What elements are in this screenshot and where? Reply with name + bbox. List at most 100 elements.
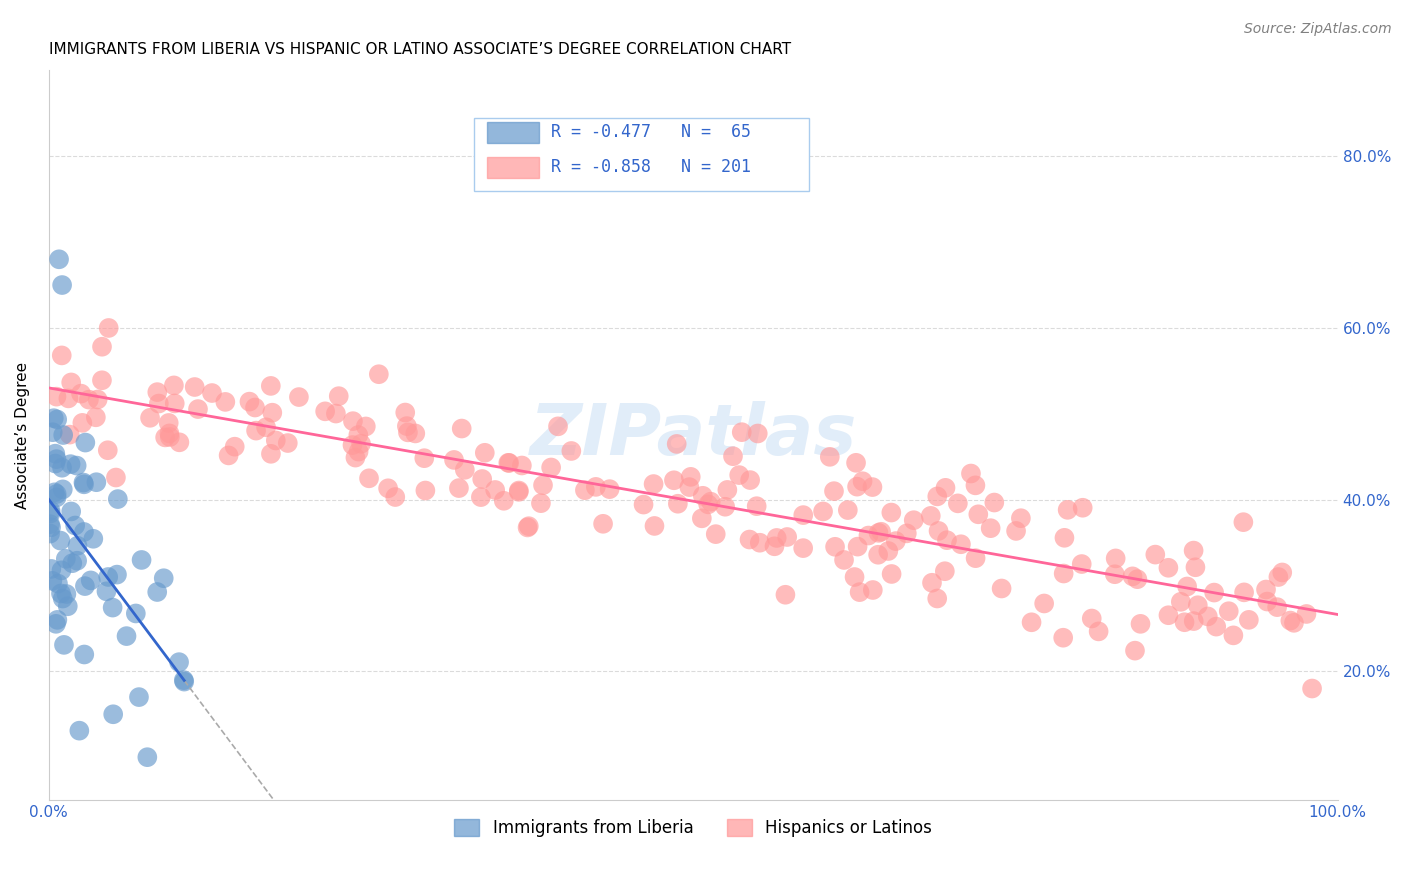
Immigrants from Liberia bbox=[46, 613, 69, 627]
Hispanics or Latinos bbox=[679, 470, 702, 484]
Hispanics or Latinos bbox=[949, 537, 972, 551]
Hispanics or Latinos bbox=[443, 453, 465, 467]
Hispanics or Latinos bbox=[862, 480, 884, 494]
Hispanics or Latinos bbox=[934, 564, 956, 578]
Hispanics or Latinos bbox=[1205, 619, 1227, 633]
Hispanics or Latinos bbox=[243, 401, 266, 415]
Hispanics or Latinos bbox=[104, 470, 127, 484]
Hispanics or Latinos bbox=[471, 472, 494, 486]
Hispanics or Latinos bbox=[498, 456, 520, 470]
Immigrants from Liberia bbox=[167, 655, 190, 669]
Legend: Immigrants from Liberia, Hispanics or Latinos: Immigrants from Liberia, Hispanics or La… bbox=[447, 813, 939, 844]
Hispanics or Latinos bbox=[153, 430, 176, 444]
Hispanics or Latinos bbox=[415, 483, 437, 498]
Hispanics or Latinos bbox=[1056, 503, 1078, 517]
Immigrants from Liberia bbox=[44, 457, 66, 471]
Hispanics or Latinos bbox=[347, 444, 370, 458]
Hispanics or Latinos bbox=[484, 483, 506, 497]
Hispanics or Latinos bbox=[731, 425, 754, 439]
Hispanics or Latinos bbox=[377, 481, 399, 495]
Immigrants from Liberia bbox=[173, 674, 195, 689]
Hispanics or Latinos bbox=[531, 478, 554, 492]
Hispanics or Latinos bbox=[1170, 595, 1192, 609]
Hispanics or Latinos bbox=[86, 392, 108, 407]
Hispanics or Latinos bbox=[965, 551, 987, 566]
Hispanics or Latinos bbox=[851, 474, 873, 488]
Hispanics or Latinos bbox=[776, 530, 799, 544]
Immigrants from Liberia bbox=[66, 458, 89, 473]
Immigrants from Liberia bbox=[52, 483, 75, 497]
Immigrants from Liberia bbox=[105, 567, 128, 582]
Immigrants from Liberia bbox=[51, 563, 73, 577]
Text: ZIPatlas: ZIPatlas bbox=[530, 401, 856, 470]
Immigrants from Liberia bbox=[51, 460, 73, 475]
Hispanics or Latinos bbox=[1005, 524, 1028, 538]
Hispanics or Latinos bbox=[201, 386, 224, 401]
Hispanics or Latinos bbox=[508, 484, 530, 499]
Hispanics or Latinos bbox=[960, 467, 983, 481]
Immigrants from Liberia bbox=[115, 629, 138, 643]
Immigrants from Liberia bbox=[72, 475, 94, 490]
Hispanics or Latinos bbox=[792, 508, 814, 522]
Immigrants from Liberia bbox=[48, 252, 70, 267]
Hispanics or Latinos bbox=[848, 585, 870, 599]
Immigrants from Liberia bbox=[60, 504, 83, 518]
Hispanics or Latinos bbox=[823, 484, 845, 499]
Hispanics or Latinos bbox=[396, 425, 419, 440]
Hispanics or Latinos bbox=[574, 483, 596, 498]
Hispanics or Latinos bbox=[163, 396, 186, 410]
Hispanics or Latinos bbox=[1271, 566, 1294, 580]
Hispanics or Latinos bbox=[1184, 560, 1206, 574]
Immigrants from Liberia bbox=[125, 607, 148, 621]
Immigrants from Liberia bbox=[63, 518, 86, 533]
Hispanics or Latinos bbox=[896, 526, 918, 541]
Hispanics or Latinos bbox=[1282, 615, 1305, 630]
Hispanics or Latinos bbox=[592, 516, 614, 531]
Hispanics or Latinos bbox=[1295, 607, 1317, 621]
Hispanics or Latinos bbox=[811, 504, 834, 518]
Hispanics or Latinos bbox=[510, 458, 533, 473]
Hispanics or Latinos bbox=[862, 582, 884, 597]
Hispanics or Latinos bbox=[1104, 567, 1126, 582]
Hispanics or Latinos bbox=[384, 490, 406, 504]
Hispanics or Latinos bbox=[498, 456, 520, 470]
Hispanics or Latinos bbox=[1301, 681, 1323, 696]
Hispanics or Latinos bbox=[792, 541, 814, 555]
Hispanics or Latinos bbox=[51, 348, 73, 362]
Hispanics or Latinos bbox=[697, 497, 720, 511]
Hispanics or Latinos bbox=[884, 534, 907, 549]
Hispanics or Latinos bbox=[714, 500, 737, 514]
Hispanics or Latinos bbox=[157, 416, 180, 430]
Hispanics or Latinos bbox=[72, 416, 94, 430]
Immigrants from Liberia bbox=[75, 435, 97, 450]
Hispanics or Latinos bbox=[965, 478, 987, 492]
Hispanics or Latinos bbox=[1254, 582, 1277, 597]
Immigrants from Liberia bbox=[136, 750, 159, 764]
Text: R = -0.858   N = 201: R = -0.858 N = 201 bbox=[551, 159, 751, 177]
Hispanics or Latinos bbox=[765, 531, 787, 545]
Hispanics or Latinos bbox=[492, 493, 515, 508]
Hispanics or Latinos bbox=[97, 321, 120, 335]
Hispanics or Latinos bbox=[1218, 604, 1240, 618]
Immigrants from Liberia bbox=[73, 477, 96, 491]
Hispanics or Latinos bbox=[928, 524, 950, 538]
Hispanics or Latinos bbox=[832, 553, 855, 567]
Hispanics or Latinos bbox=[328, 389, 350, 403]
Hispanics or Latinos bbox=[60, 376, 83, 390]
Hispanics or Latinos bbox=[662, 473, 685, 487]
Hispanics or Latinos bbox=[530, 496, 553, 510]
Hispanics or Latinos bbox=[314, 404, 336, 418]
Hispanics or Latinos bbox=[1222, 628, 1244, 642]
Hispanics or Latinos bbox=[450, 421, 472, 435]
Hispanics or Latinos bbox=[447, 481, 470, 495]
Hispanics or Latinos bbox=[91, 373, 114, 387]
Hispanics or Latinos bbox=[678, 480, 700, 494]
Hispanics or Latinos bbox=[1126, 572, 1149, 586]
Hispanics or Latinos bbox=[224, 440, 246, 454]
Hispanics or Latinos bbox=[844, 570, 866, 584]
Hispanics or Latinos bbox=[260, 379, 283, 393]
Hispanics or Latinos bbox=[1053, 566, 1076, 581]
Hispanics or Latinos bbox=[508, 483, 530, 498]
Immigrants from Liberia bbox=[101, 600, 124, 615]
Hispanics or Latinos bbox=[1081, 611, 1104, 625]
